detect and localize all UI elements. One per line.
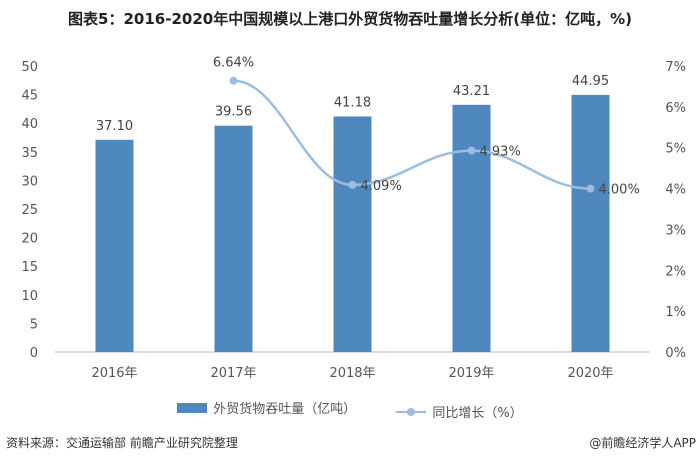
growth-point (229, 76, 238, 85)
legend-item-growth[interactable]: 同比增长（%） (396, 402, 523, 421)
x-tick-label: 2017年 (210, 366, 256, 381)
right-tick-label: 1% (665, 305, 686, 320)
bar-value-label: 41.18 (334, 95, 371, 110)
x-tick-label: 2020年 (567, 366, 613, 381)
growth-point (348, 180, 357, 189)
right-tick-label: 4% (665, 183, 686, 198)
bar (214, 125, 253, 352)
x-tick-label: 2019年 (448, 366, 494, 381)
left-tick-label: 40 (21, 117, 38, 132)
right-tick-label: 7% (665, 60, 686, 75)
bar (95, 139, 134, 352)
bar-value-label: 43.21 (453, 84, 490, 99)
x-tick-label: 2018年 (329, 366, 375, 381)
left-tick-label: 15 (21, 260, 38, 275)
bar-value-label: 37.10 (96, 119, 133, 134)
legend-bar-swatch (177, 402, 208, 413)
left-tick-label: 45 (21, 89, 38, 104)
bar-value-label: 44.95 (572, 74, 609, 89)
right-tick-label: 5% (665, 142, 686, 157)
credit: @前瞻经济学人APP (589, 436, 696, 450)
growth-line (233, 79, 591, 190)
bar (333, 116, 372, 352)
growth-value-label: 4.93% (480, 145, 521, 160)
bar (571, 94, 610, 353)
right-tick-label: 0% (665, 346, 686, 361)
left-tick-label: 10 (21, 289, 38, 304)
left-tick-label: 35 (21, 146, 38, 161)
bar-value-label: 39.56 (215, 105, 252, 120)
growth-value-label: 4.09% (361, 179, 402, 194)
legend-item-volume[interactable]: 外贸货物吞吐量（亿吨） (177, 398, 356, 417)
right-tick-label: 3% (665, 223, 686, 238)
chart-title: 图表5：2016-2020年中国规模以上港口外贸货物吞吐量增长分析(单位：亿吨，… (68, 10, 632, 28)
legend-label-volume: 外贸货物吞吐量（亿吨） (213, 402, 357, 417)
bar (452, 104, 491, 352)
left-tick-label: 50 (21, 60, 38, 75)
legend: 外贸货物吞吐量（亿吨） 同比增长（%） (0, 398, 700, 421)
left-tick-label: 20 (21, 232, 38, 247)
left-tick-label: 25 (21, 203, 38, 218)
right-tick-label: 6% (665, 101, 686, 116)
growth-value-label: 4.00% (599, 183, 640, 198)
x-tick-label: 2016年 (91, 366, 137, 381)
left-tick-label: 0 (30, 346, 38, 361)
legend-line-swatch (396, 407, 427, 416)
growth-point (586, 184, 595, 193)
left-tick-label: 30 (21, 174, 38, 189)
growth-point (467, 146, 476, 155)
source-note: 资料来源：交通运输部 前瞻产业研究院整理 (6, 436, 238, 450)
growth-value-label: 6.64% (213, 56, 254, 71)
left-tick-label: 5 (30, 317, 38, 332)
right-tick-label: 2% (665, 264, 686, 279)
legend-label-growth: 同比增长（%） (432, 406, 523, 421)
